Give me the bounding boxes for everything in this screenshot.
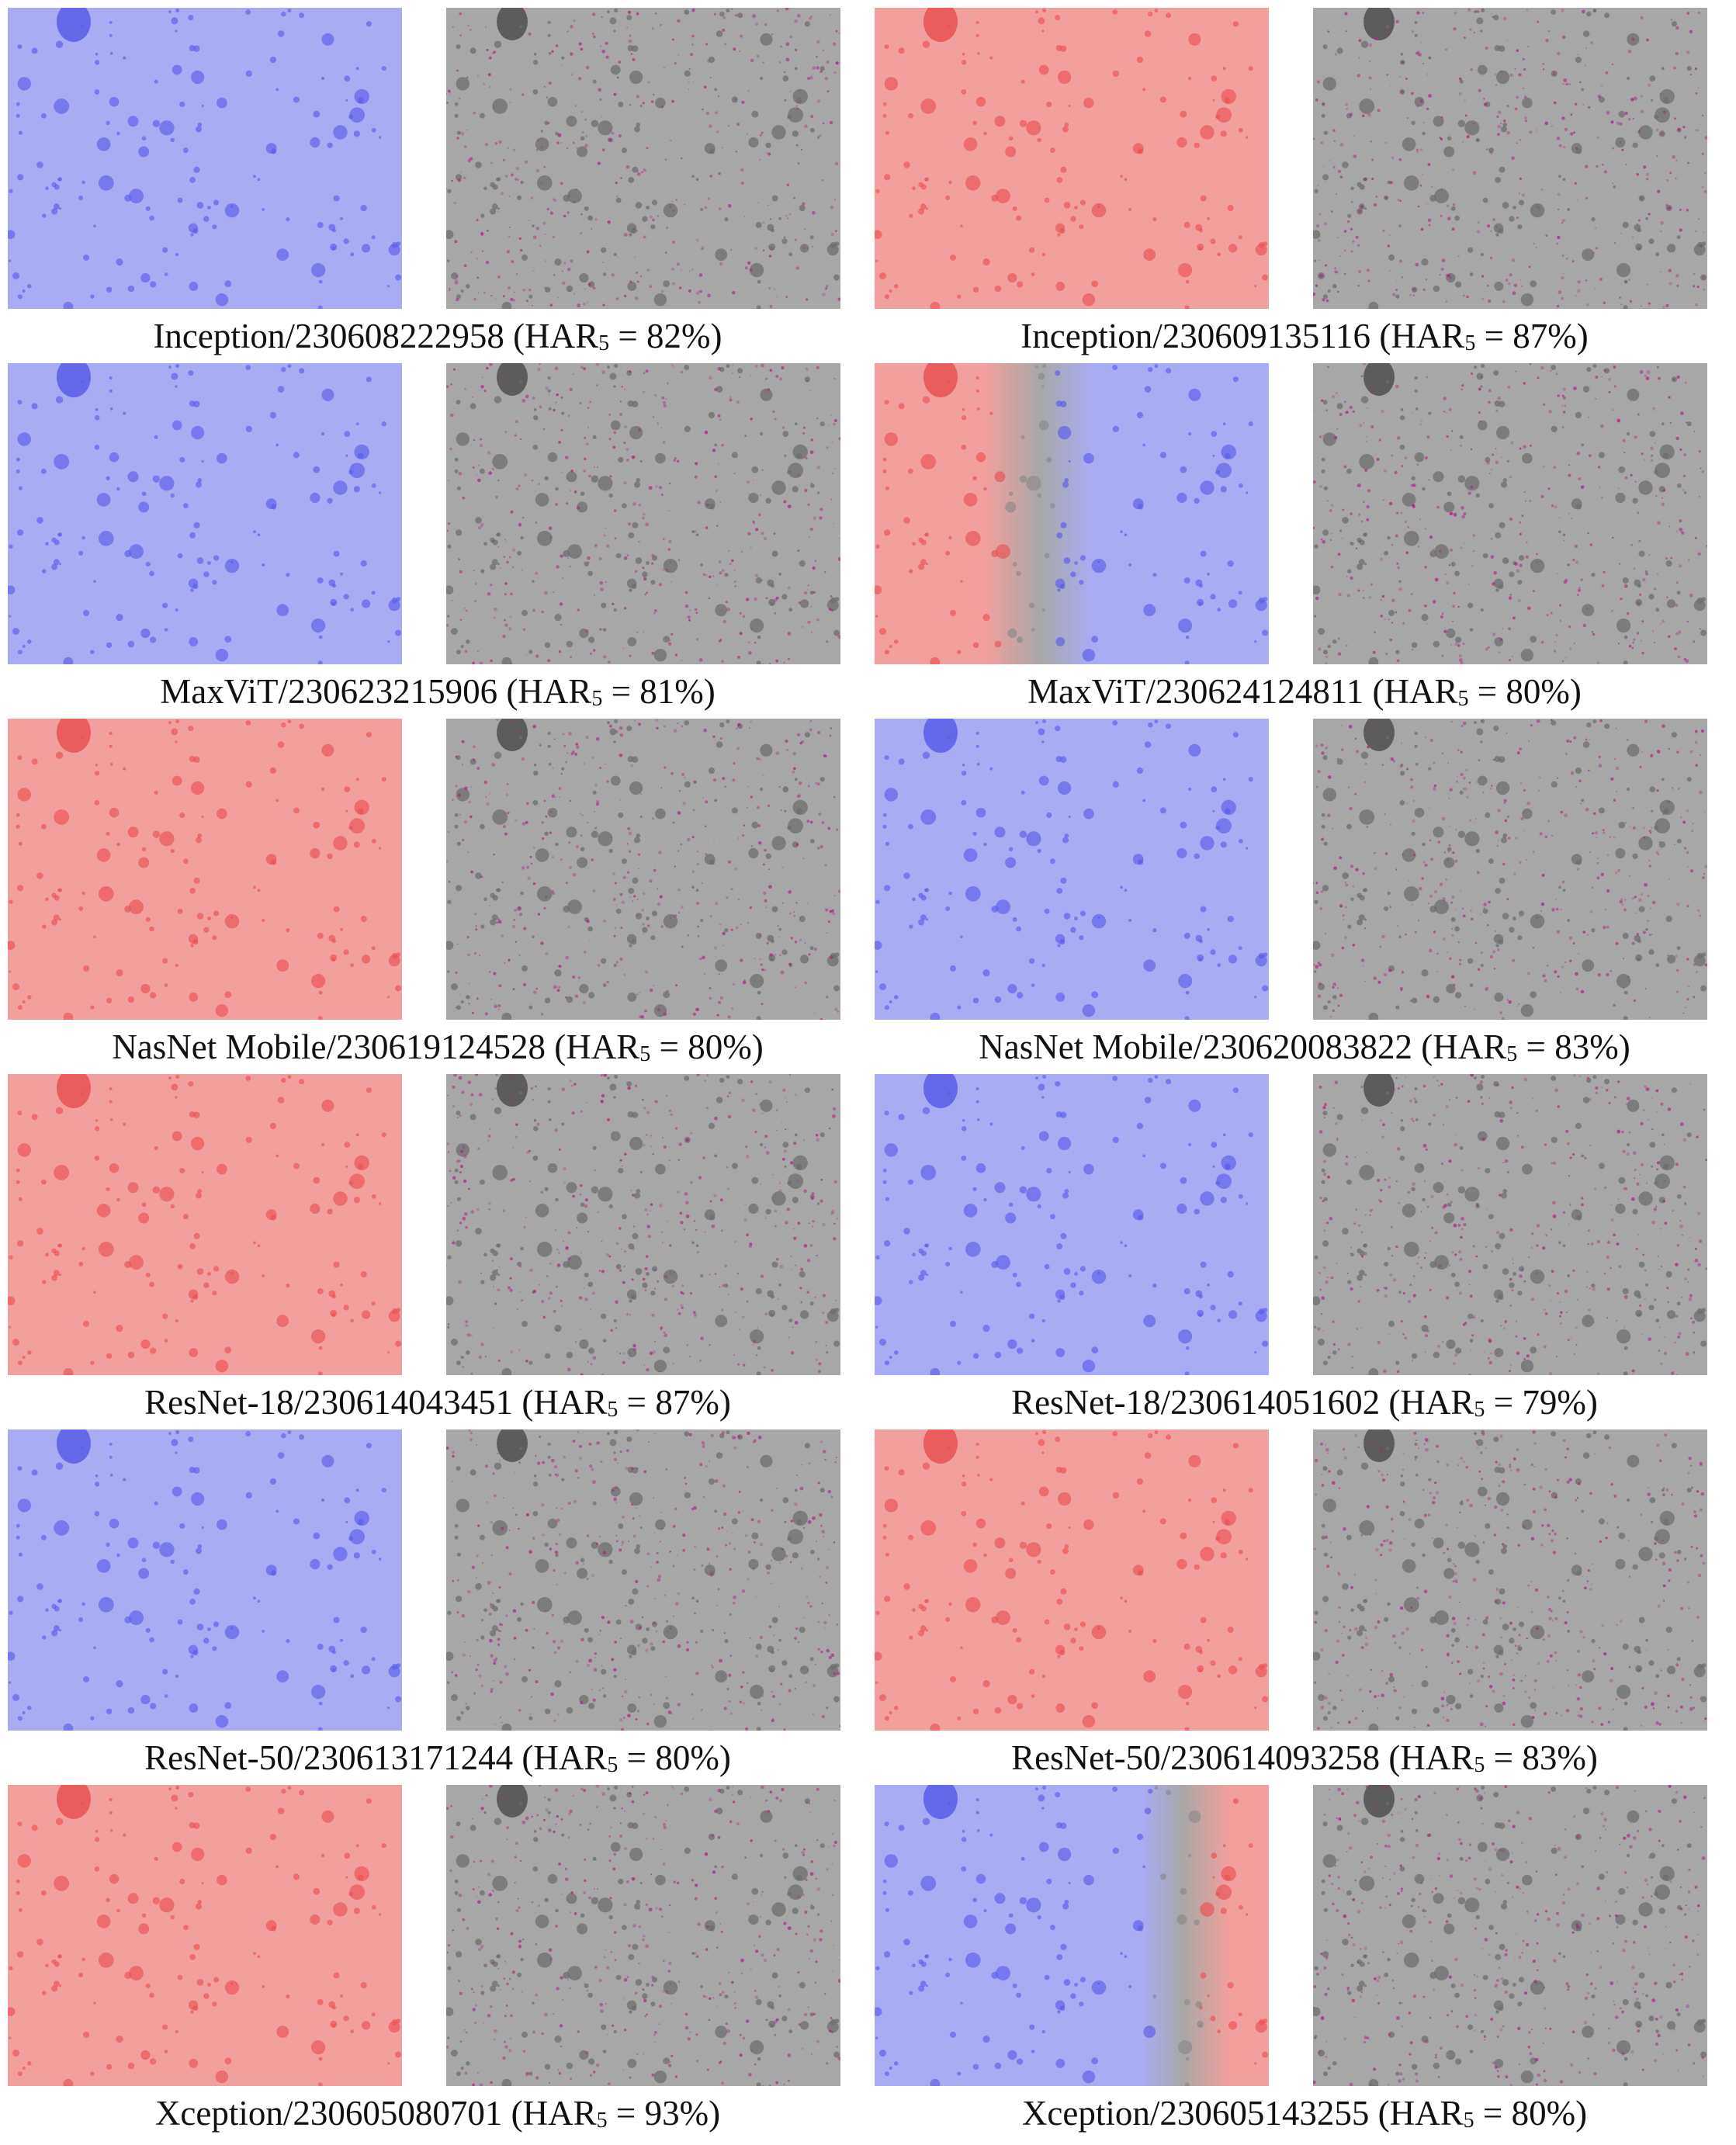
figure-caption: NasNet Mobile/230620083822 (HAR5 = 83%)	[875, 1023, 1734, 1071]
class-activation-map	[8, 1785, 402, 2086]
figure-caption: ResNet-50/230614093258 (HAR5 = 83%)	[875, 1734, 1734, 1782]
class-activation-map	[875, 8, 1269, 309]
figure-cell: Xception/230605143255 (HAR5 = 80%)	[875, 1785, 1734, 2140]
attribution-image	[1313, 1429, 1707, 1731]
class-map-image	[875, 363, 1269, 664]
figure-cell: ResNet-50/230613171244 (HAR5 = 80%)	[8, 1429, 868, 1785]
class-activation-map	[875, 719, 1269, 1020]
attribution-map	[1313, 8, 1707, 309]
attribution-image	[446, 363, 840, 664]
figure-caption: ResNet-50/230613171244 (HAR5 = 80%)	[8, 1734, 868, 1782]
figure-cell: ResNet-18/230614043451 (HAR5 = 87%)	[8, 1074, 868, 1429]
attribution-image	[1313, 1785, 1707, 2086]
attribution-map	[446, 1074, 840, 1375]
class-map-image	[8, 1074, 402, 1375]
attribution-map	[446, 719, 840, 1020]
class-map-image	[8, 1785, 402, 2086]
figure-cell: MaxViT/230623215906 (HAR5 = 81%)	[8, 363, 868, 719]
figure-caption: MaxViT/230624124811 (HAR5 = 80%)	[875, 667, 1734, 716]
attribution-map	[1313, 1074, 1707, 1375]
class-activation-map	[8, 8, 402, 309]
figure-caption: Inception/230609135116 (HAR5 = 87%)	[875, 312, 1734, 360]
class-map-image	[875, 8, 1269, 309]
figure-cell: Inception/230609135116 (HAR5 = 87%)	[875, 8, 1734, 363]
class-map-image	[8, 363, 402, 664]
figure-cell: ResNet-50/230614093258 (HAR5 = 83%)	[875, 1429, 1734, 1785]
figure-cell: NasNet Mobile/230620083822 (HAR5 = 83%)	[875, 719, 1734, 1074]
class-activation-map	[8, 363, 402, 664]
class-activation-map	[8, 719, 402, 1020]
figure-caption: ResNet-18/230614051602 (HAR5 = 79%)	[875, 1378, 1734, 1426]
attribution-map	[446, 8, 840, 309]
attribution-image	[446, 1785, 840, 2086]
figure-cell: NasNet Mobile/230619124528 (HAR5 = 80%)	[8, 719, 868, 1074]
attribution-image	[446, 719, 840, 1020]
attribution-image	[1313, 8, 1707, 309]
attribution-map	[446, 1429, 840, 1731]
figure-cell: Xception/230605080701 (HAR5 = 93%)	[8, 1785, 868, 2140]
class-activation-map	[875, 1074, 1269, 1375]
attribution-map	[446, 363, 840, 664]
figure-caption: Xception/230605143255 (HAR5 = 80%)	[875, 2089, 1734, 2137]
class-activation-map	[875, 1785, 1269, 2086]
class-map-image	[875, 1429, 1269, 1731]
class-map-image	[8, 719, 402, 1020]
attribution-image	[1313, 363, 1707, 664]
class-activation-map	[875, 1429, 1269, 1731]
class-map-image	[8, 8, 402, 309]
class-activation-map	[8, 1429, 402, 1731]
attribution-image	[1313, 719, 1707, 1020]
class-activation-map	[875, 363, 1269, 664]
class-activation-map	[8, 1074, 402, 1375]
attribution-image	[446, 1074, 840, 1375]
attribution-map	[1313, 1785, 1707, 2086]
attribution-image	[1313, 1074, 1707, 1375]
attribution-map	[1313, 1429, 1707, 1731]
class-map-image	[8, 1429, 402, 1731]
figure-caption: Inception/230608222958 (HAR5 = 82%)	[8, 312, 868, 360]
figure-cell: MaxViT/230624124811 (HAR5 = 80%)	[875, 363, 1734, 719]
figure-caption: NasNet Mobile/230619124528 (HAR5 = 80%)	[8, 1023, 868, 1071]
figure-cell: Inception/230608222958 (HAR5 = 82%)	[8, 8, 868, 363]
class-map-image	[875, 1785, 1269, 2086]
class-map-image	[875, 1074, 1269, 1375]
figure-caption: ResNet-18/230614043451 (HAR5 = 87%)	[8, 1378, 868, 1426]
attribution-map	[446, 1785, 840, 2086]
class-map-image	[875, 719, 1269, 1020]
figure-caption: MaxViT/230623215906 (HAR5 = 81%)	[8, 667, 868, 716]
attribution-image	[446, 1429, 840, 1731]
attribution-image	[446, 8, 840, 309]
figure-caption: Xception/230605080701 (HAR5 = 93%)	[8, 2089, 868, 2137]
attribution-map	[1313, 363, 1707, 664]
figure-cell: ResNet-18/230614051602 (HAR5 = 79%)	[875, 1074, 1734, 1429]
attribution-map	[1313, 719, 1707, 1020]
